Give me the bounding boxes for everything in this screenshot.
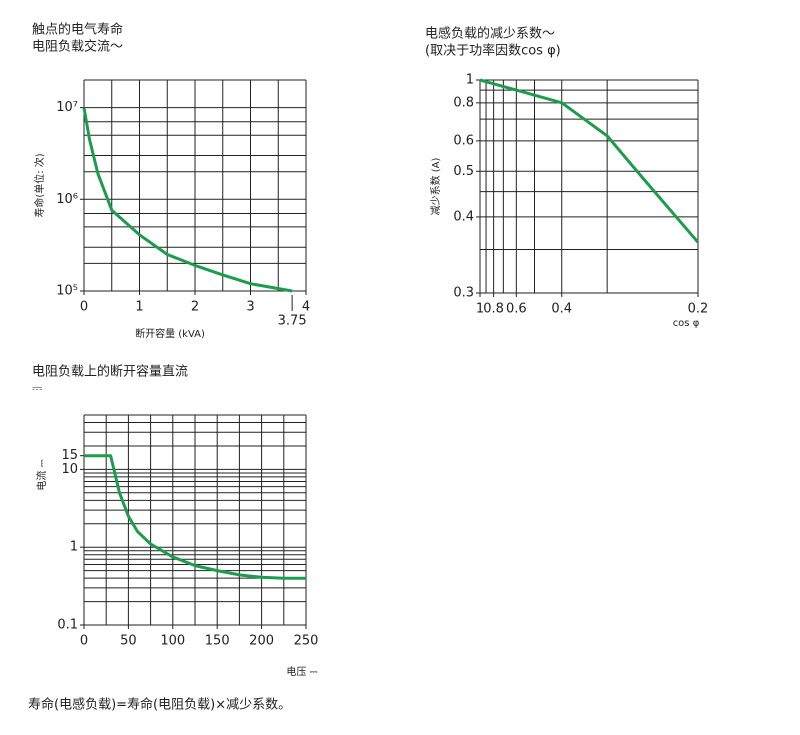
x-tick-label: 3 bbox=[246, 300, 254, 315]
x-tick-label: 0.8 bbox=[483, 302, 504, 317]
annotation: 3.75 bbox=[278, 314, 307, 329]
y-tick-label: 0.8 bbox=[453, 95, 474, 110]
curve bbox=[84, 454, 306, 580]
footnote: 寿命(电感负载)=寿命(电阻负载)×减少系数。 bbox=[28, 697, 291, 713]
y-tick-label: 1 bbox=[466, 73, 474, 88]
y-tick-label: 0.5 bbox=[453, 164, 474, 179]
x-tick-label: 150 bbox=[205, 634, 230, 649]
y-tick-label: 10⁷ bbox=[56, 100, 78, 115]
x-tick-label: 0 bbox=[80, 634, 88, 649]
y-axis-label: 减少系数 (A) bbox=[429, 157, 442, 215]
x-axis-label: cos φ bbox=[673, 318, 700, 329]
x-tick-label: 1 bbox=[135, 300, 143, 315]
curve bbox=[82, 107, 293, 293]
chart-title: 触点的电气寿命 bbox=[32, 22, 123, 38]
y-tick-label: 10 bbox=[61, 462, 78, 477]
y-tick-label: 15 bbox=[61, 448, 78, 463]
chart-subtitle: 电阻负载交流～ bbox=[32, 39, 123, 55]
x-tick-label: 4 bbox=[302, 300, 310, 315]
y-tick-label: 1 bbox=[70, 540, 78, 555]
x-tick-label: 50 bbox=[120, 634, 137, 649]
chart-title: 电阻负载上的断开容量直流 bbox=[32, 364, 188, 380]
y-tick-label: 10⁶ bbox=[56, 192, 78, 207]
y-axis-label: 电流 ⎓ bbox=[35, 459, 48, 490]
x-axis-label: 电压 ⎓ bbox=[286, 665, 317, 678]
y-tick-label: 0.4 bbox=[453, 209, 474, 224]
y-tick-label: 10⁵ bbox=[56, 284, 78, 299]
x-tick-label: 0.4 bbox=[551, 302, 572, 317]
x-tick-label: 1 bbox=[476, 302, 484, 317]
x-tick-label: 100 bbox=[160, 634, 185, 649]
x-tick-label: 250 bbox=[294, 634, 319, 649]
x-tick-label: 0.2 bbox=[688, 302, 709, 317]
x-axis-label: 断开容量 (kVA) bbox=[135, 327, 205, 340]
y-tick-label: 0.3 bbox=[453, 286, 474, 301]
y-tick-label: 0.6 bbox=[453, 133, 474, 148]
x-tick-label: 2 bbox=[191, 300, 199, 315]
chart-subtitle: (取决于功率因数cos φ) bbox=[425, 43, 561, 59]
y-axis-label: 寿命(单位: 次) bbox=[33, 153, 46, 217]
x-tick-label: 0.6 bbox=[506, 302, 527, 317]
x-tick-label: 200 bbox=[249, 634, 274, 649]
y-tick-label: 0.1 bbox=[57, 618, 78, 633]
chart-subtitle: ⎓ bbox=[32, 382, 42, 397]
curve bbox=[479, 78, 700, 244]
x-tick-label: 0 bbox=[80, 300, 88, 315]
chart-title: 电感负载的减少系数～ bbox=[425, 26, 555, 42]
